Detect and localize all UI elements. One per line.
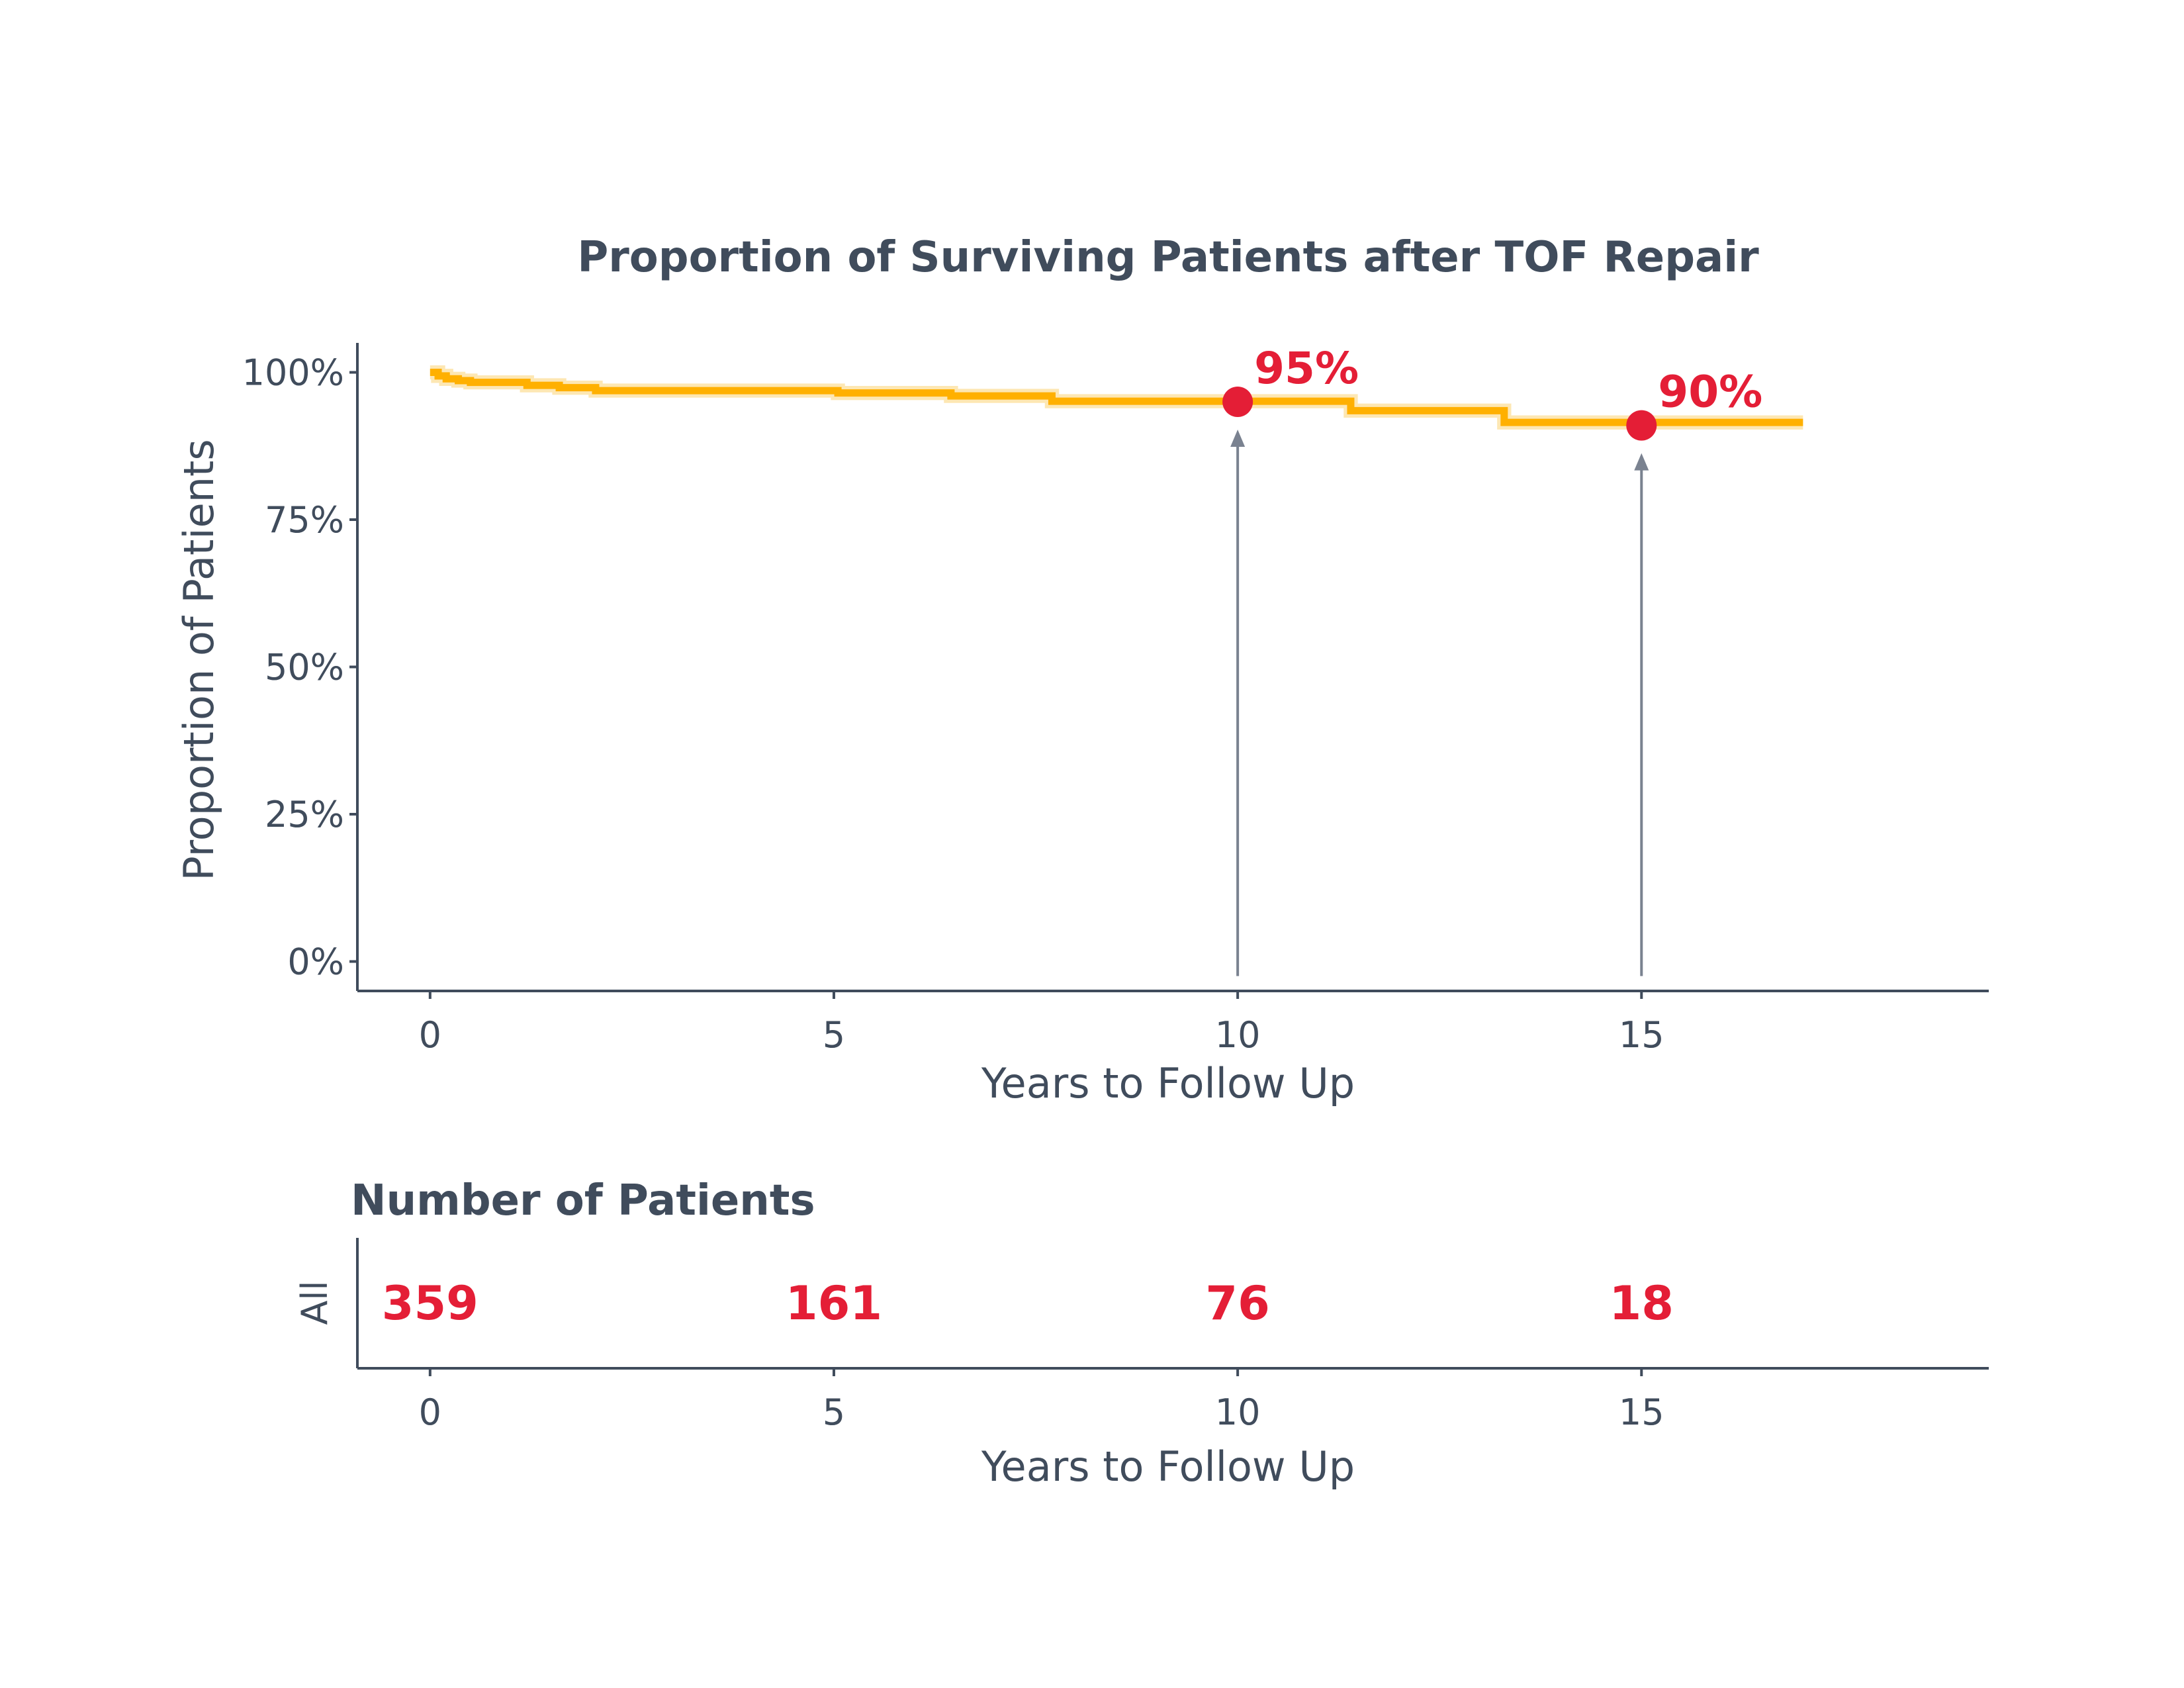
risk-table-title: Number of Patients xyxy=(351,1176,815,1225)
chart-title: Proportion of Surviving Patients after T… xyxy=(577,233,1759,282)
risk-table-count: 161 xyxy=(786,1276,882,1331)
risk-table-tick-labels: 0 5 10 15 xyxy=(419,1391,1664,1433)
survival-annotation-label: 90% xyxy=(1658,367,1762,418)
arrow-head xyxy=(1634,453,1649,471)
confidence-band xyxy=(430,365,1803,430)
risk-table-axes xyxy=(356,1238,1989,1376)
x-tick-label: 10 xyxy=(1215,1014,1261,1056)
main-tick-labels: 0% 25% 50% 75% 100% 0 5 10 15 xyxy=(242,352,1664,1056)
main-axes xyxy=(349,343,1989,999)
y-tick-label: 25% xyxy=(265,794,344,835)
risk-table-values: 359 161 76 18 xyxy=(382,1276,1674,1331)
survival-annotation-label: 95% xyxy=(1254,343,1359,394)
risk-table-x-tick-label: 5 xyxy=(823,1391,845,1433)
risk-table-x-tick-label: 10 xyxy=(1215,1391,1261,1433)
risk-table-x-axis-title: Years to Follow Up xyxy=(981,1442,1355,1491)
y-tick-label: 0% xyxy=(287,941,344,983)
survival-plot-area: 95% 90% xyxy=(430,343,1803,976)
risk-table-count: 76 xyxy=(1205,1276,1269,1331)
survival-curve xyxy=(430,369,1803,426)
survival-marker xyxy=(1222,387,1253,417)
x-tick-label: 0 xyxy=(419,1014,441,1056)
x-tick-label: 15 xyxy=(1619,1014,1664,1056)
arrow-head xyxy=(1230,430,1246,447)
y-axis-title: Proportion of Patients xyxy=(175,439,223,880)
y-tick-label: 50% xyxy=(265,647,344,688)
risk-table-count: 359 xyxy=(382,1276,478,1331)
y-tick-label: 75% xyxy=(265,499,344,541)
survival-marker xyxy=(1626,410,1657,441)
risk-table-x-tick-label: 15 xyxy=(1619,1391,1664,1433)
risk-table-count: 18 xyxy=(1610,1276,1674,1331)
risk-table-row-label: All xyxy=(294,1281,336,1325)
x-tick-label: 5 xyxy=(823,1014,845,1056)
y-tick-label: 100% xyxy=(242,352,344,394)
risk-table-x-tick-label: 0 xyxy=(419,1391,441,1433)
x-axis-title: Years to Follow Up xyxy=(981,1059,1355,1107)
